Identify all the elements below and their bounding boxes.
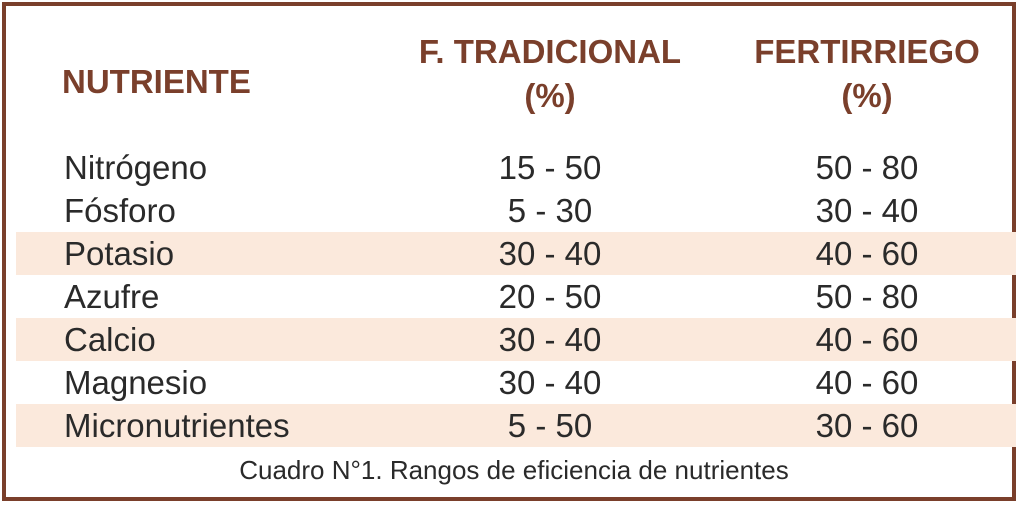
cell-tradicional: 30 - 40 [498, 364, 602, 401]
table-row: Potasio 30 - 40 40 - 60 [16, 232, 1016, 275]
cell-fertirriego: 40 - 60 [815, 235, 919, 272]
header-tradicional: F. TRADICIONAL (%) [386, 30, 714, 118]
table-row: Magnesio 30 - 40 40 - 60 [16, 361, 1016, 404]
table-caption: Cuadro N°1. Rangos de eficiencia de nutr… [239, 455, 789, 485]
cell-nutriente: Potasio [64, 235, 175, 272]
cell-tradicional: 30 - 40 [498, 321, 602, 358]
header-nutriente: NUTRIENTE [62, 63, 251, 100]
cell-tradicional: 15 - 50 [498, 149, 602, 186]
header-tradicional-unit: (%) [524, 77, 576, 114]
cell-fertirriego: 50 - 80 [815, 278, 919, 315]
table-frame: NUTRIENTE F. TRADICIONAL (%) FERTIRRIEGO… [2, 2, 1016, 501]
header-fertirriego: FERTIRRIEGO (%) [726, 30, 1008, 118]
header-tradicional-title: F. TRADICIONAL [418, 33, 682, 70]
cell-fertirriego: 40 - 60 [815, 321, 919, 358]
table-row: Nitrógeno 15 - 50 50 - 80 [16, 146, 1016, 189]
cell-nutriente: Micronutrientes [64, 407, 290, 444]
cell-nutriente: Azufre [64, 278, 160, 315]
cell-nutriente: Magnesio [64, 364, 208, 401]
cell-fertirriego: 50 - 80 [815, 149, 919, 186]
cell-fertirriego: 40 - 60 [815, 364, 919, 401]
header-fertirriego-title: FERTIRRIEGO [754, 33, 980, 70]
table-row: Azufre 20 - 50 50 - 80 [16, 275, 1016, 318]
cell-nutriente: Nitrógeno [64, 149, 208, 186]
table-row: Calcio 30 - 40 40 - 60 [16, 318, 1016, 361]
cell-tradicional: 5 - 50 [507, 407, 593, 444]
cell-tradicional: 20 - 50 [498, 278, 602, 315]
cell-fertirriego: 30 - 60 [815, 407, 919, 444]
table-row: Fósforo 5 - 30 30 - 40 [16, 189, 1016, 232]
cell-nutriente: Calcio [64, 321, 156, 358]
table-row: Micronutrientes 5 - 50 30 - 60 [16, 404, 1016, 447]
header-fertirriego-unit: (%) [841, 77, 893, 114]
cell-fertirriego: 30 - 40 [815, 192, 919, 229]
cell-tradicional: 30 - 40 [498, 235, 602, 272]
cell-tradicional: 5 - 30 [507, 192, 593, 229]
cell-nutriente: Fósforo [64, 192, 176, 229]
table-body: Nitrógeno 15 - 50 50 - 80 Fósforo 5 - 30… [16, 146, 1016, 447]
